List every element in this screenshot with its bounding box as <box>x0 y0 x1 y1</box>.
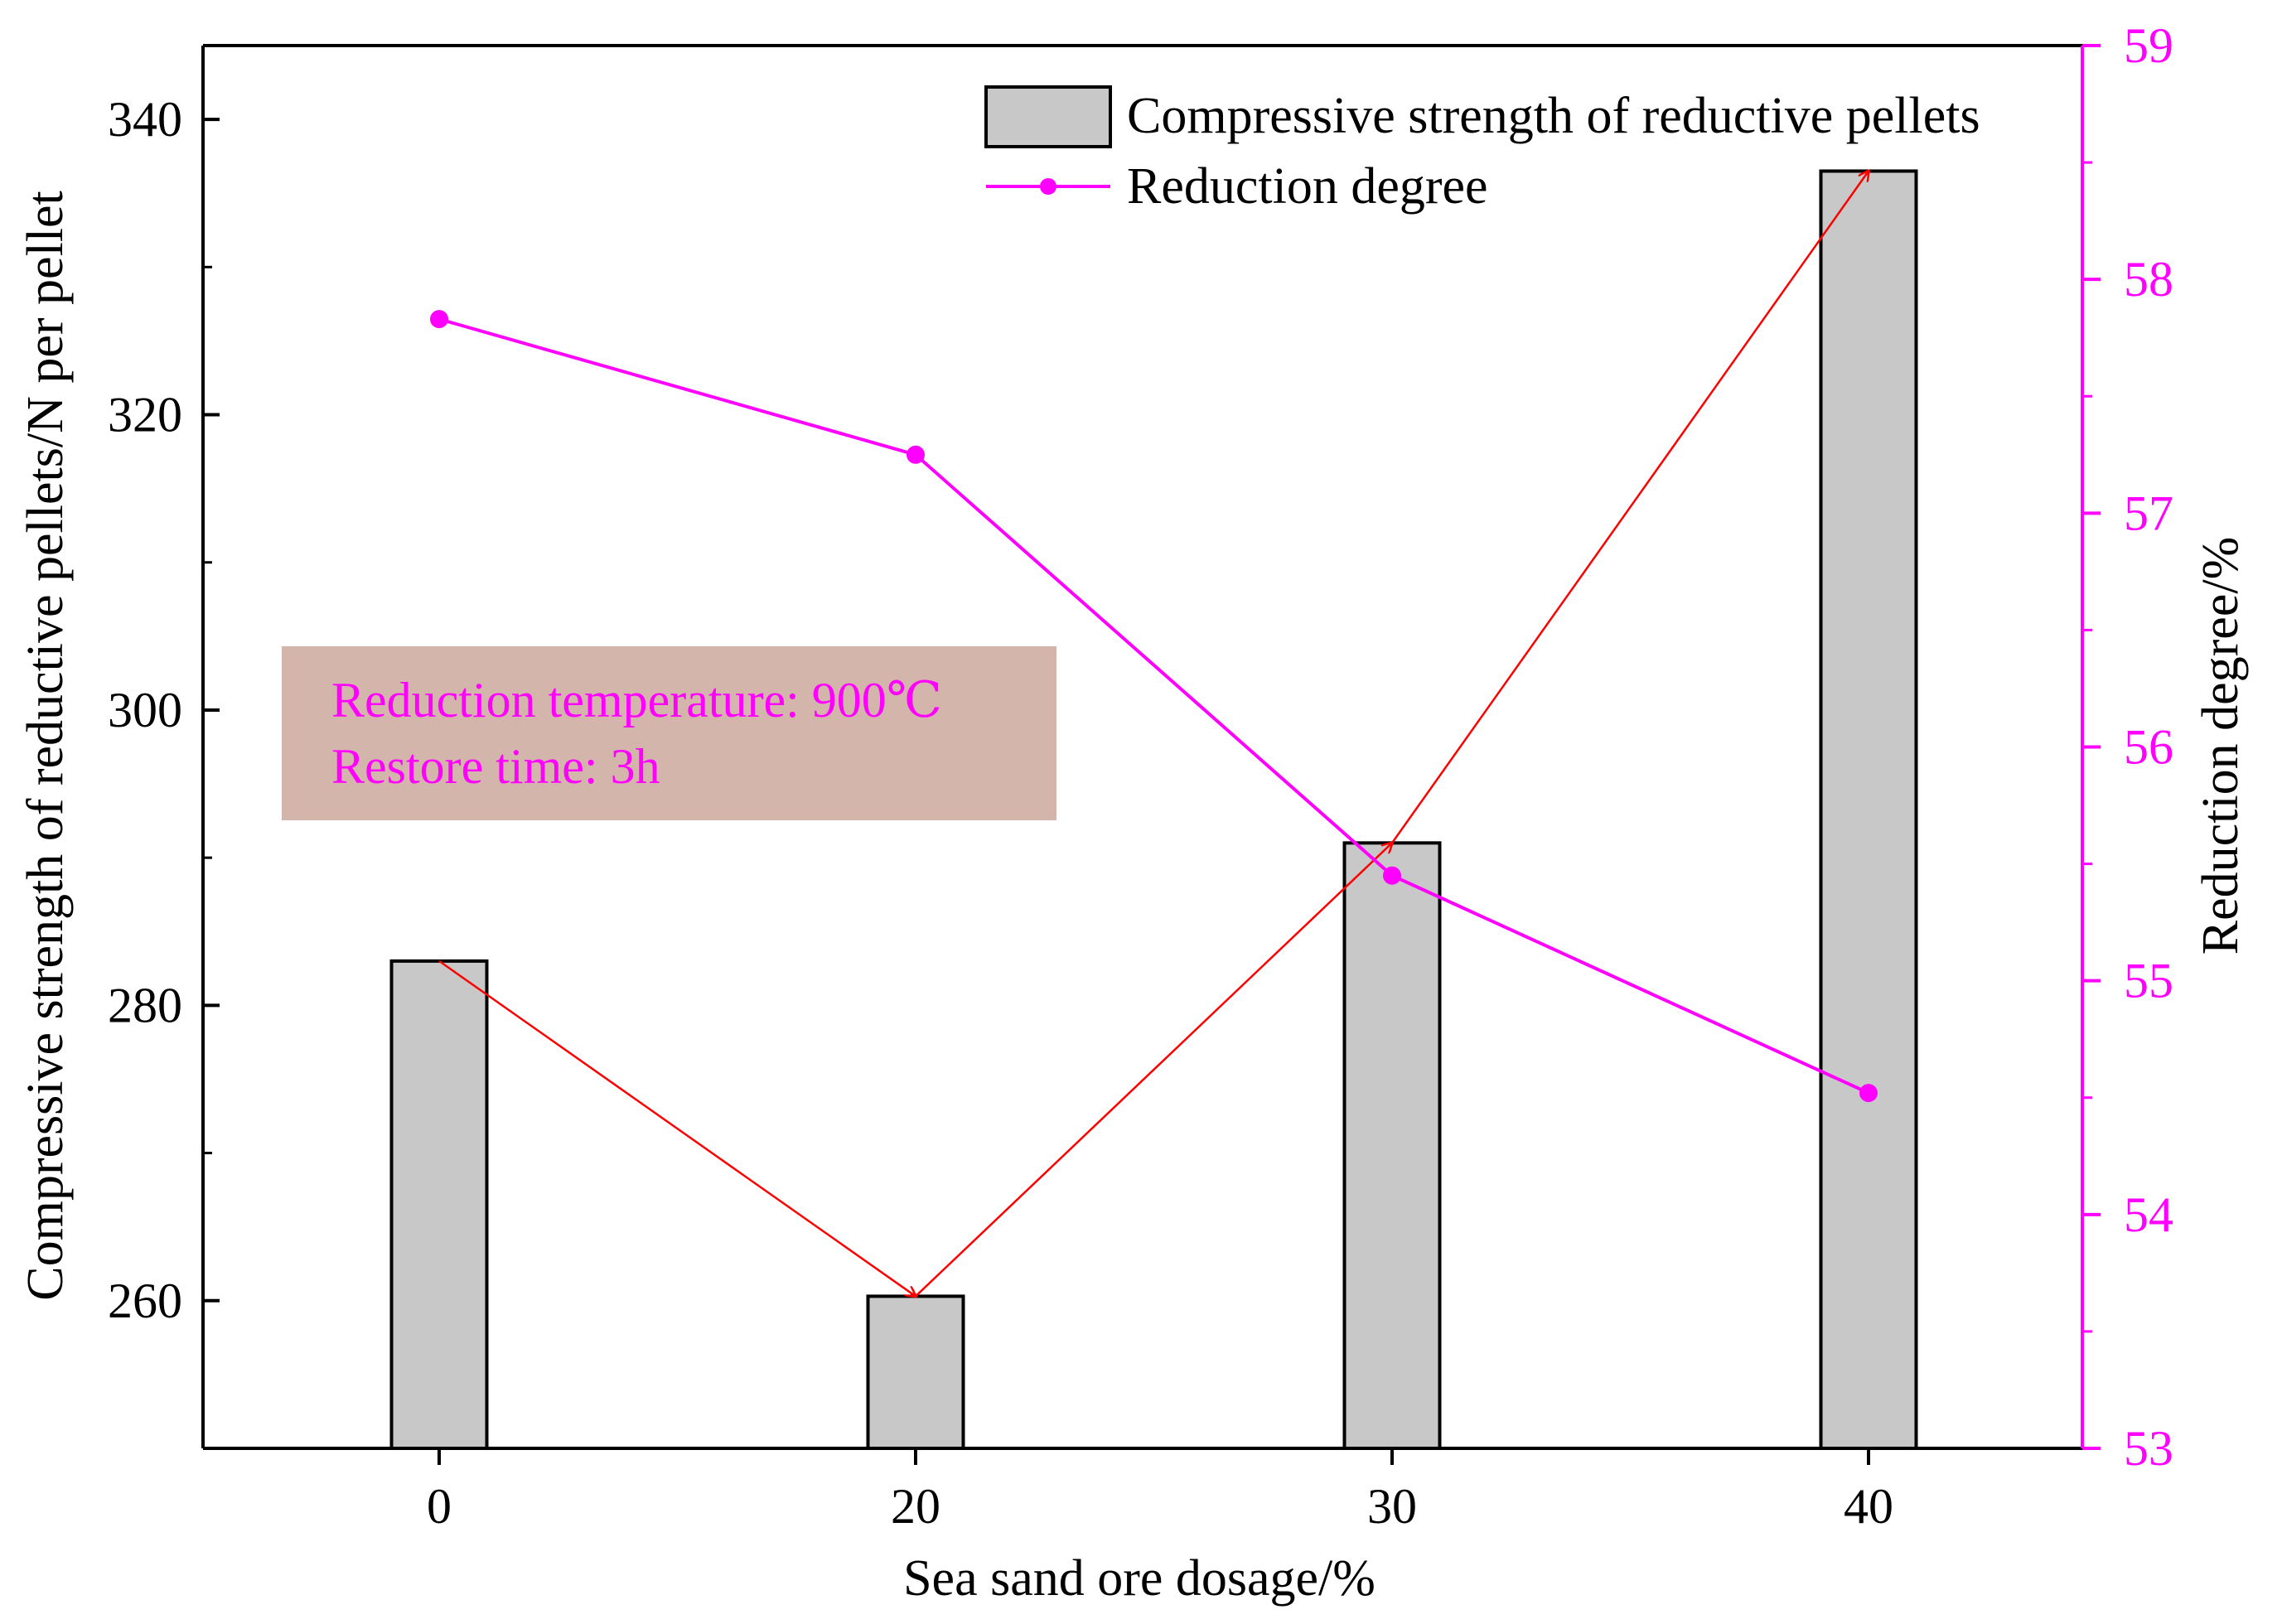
right-axis-title: Reduction degree/% <box>2193 537 2249 955</box>
bottom-axis-ticks: 0 20 30 40 <box>427 1448 1893 1534</box>
series-line <box>438 317 1869 1095</box>
bar <box>866 1294 965 1450</box>
legend-bar-label: Compressive strength of reductive pellet… <box>1127 88 1980 144</box>
bar <box>389 959 489 1450</box>
left-tick-label: 340 <box>108 92 182 147</box>
x-tick-label: 20 <box>891 1479 940 1534</box>
legend-line-label: Reduction degree <box>1127 158 1488 215</box>
line-point <box>1383 866 1401 885</box>
right-tick-label: 54 <box>2124 1187 2173 1242</box>
annotation-box <box>282 646 1056 820</box>
trend-arrows <box>438 171 1869 1298</box>
left-tick-label: 280 <box>108 978 182 1032</box>
right-tick-label: 56 <box>2124 720 2173 775</box>
line-point <box>907 445 925 464</box>
bar <box>1819 169 1918 1450</box>
trend-arrow <box>1390 171 1869 844</box>
left-axis-ticks: 260 280 300 320 340 <box>108 92 220 1328</box>
legend-line-marker <box>1040 178 1056 195</box>
left-tick-label: 300 <box>108 683 182 737</box>
x-tick-label: 0 <box>427 1479 452 1534</box>
annotation-line-temperature: Reduction temperature: 900℃ <box>331 673 942 727</box>
right-axis-ticks: 53 54 55 56 57 58 59 <box>2082 18 2173 1476</box>
bar-series <box>389 169 1918 1450</box>
x-tick-label: 30 <box>1367 1479 1417 1534</box>
legend-bar-swatch <box>984 85 1112 148</box>
left-axis-title: Compressive strength of reductive pellet… <box>17 191 74 1301</box>
trend-arrow <box>915 843 1392 1298</box>
trend-arrow <box>438 959 916 1297</box>
right-tick-label: 57 <box>2124 486 2173 540</box>
right-tick-label: 58 <box>2124 252 2173 307</box>
x-tick-label: 40 <box>1844 1479 1893 1534</box>
right-tick-label: 59 <box>2124 18 2173 73</box>
x-axis-title: Sea sand ore dosage/% <box>903 1550 1375 1607</box>
left-tick-label: 260 <box>108 1274 182 1328</box>
right-tick-label: 55 <box>2124 954 2173 1008</box>
line-point <box>1859 1084 1878 1103</box>
right-tick-label: 53 <box>2124 1421 2173 1476</box>
reduction-degree-series <box>430 310 1878 1103</box>
annotation-line-time: Restore time: 3h <box>331 739 660 794</box>
annotation: Reduction temperature: 900℃ Restore time… <box>282 646 1056 820</box>
bar <box>1342 841 1442 1450</box>
legend: Compressive strength of reductive pellet… <box>984 85 1980 215</box>
line-point <box>430 310 448 329</box>
left-tick-label: 320 <box>108 388 182 442</box>
